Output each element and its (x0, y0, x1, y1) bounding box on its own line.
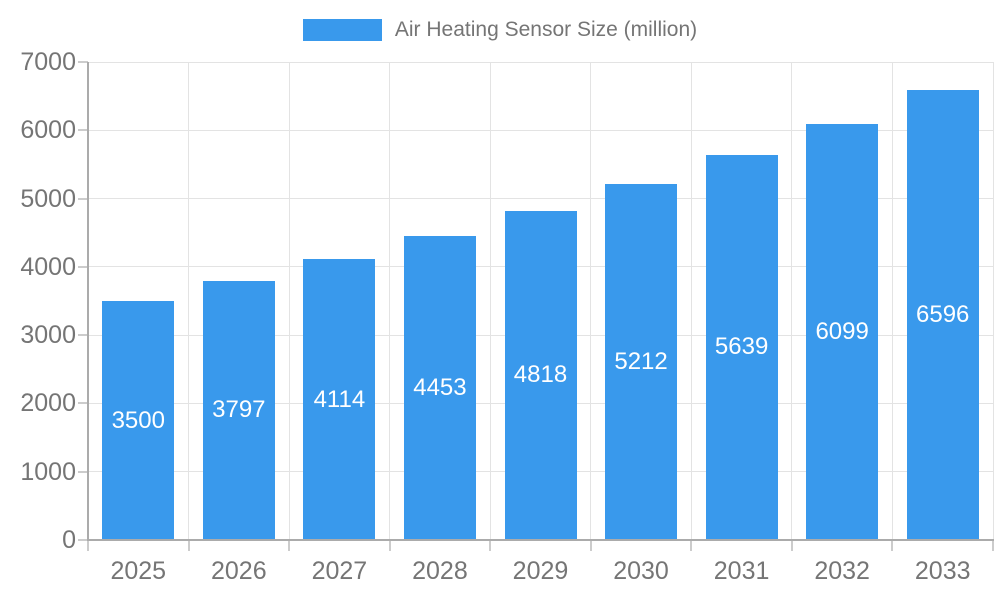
y-axis-tick (78, 129, 88, 132)
x-axis-label: 2029 (512, 557, 569, 585)
bar-value-label: 4114 (313, 385, 366, 413)
v-gridline (690, 62, 692, 540)
bar-value-label: 4453 (413, 373, 467, 401)
bar-value-label: 6596 (916, 300, 970, 328)
h-gridline (88, 129, 993, 131)
x-axis-tick (891, 540, 894, 551)
v-gridline (891, 62, 893, 540)
x-axis-label: 2025 (110, 557, 167, 585)
x-axis-tick (992, 540, 994, 551)
y-axis-tick (78, 334, 88, 337)
v-gridline (188, 62, 190, 540)
x-axis-tick (790, 540, 793, 551)
x-axis-label: 2027 (311, 557, 368, 585)
v-gridline (389, 62, 391, 540)
x-axis-label: 2033 (914, 557, 971, 585)
y-axis-tick (78, 265, 88, 268)
bar: 3797 (202, 280, 275, 540)
y-axis-label: 0 (62, 526, 76, 554)
bar: 6596 (906, 89, 979, 540)
x-axis-label: 2026 (211, 557, 267, 585)
bar-value-label: 3797 (212, 396, 266, 424)
x-axis-tick (589, 540, 592, 551)
h-gridline (88, 198, 993, 200)
x-axis-label: 2030 (613, 557, 669, 585)
legend-swatch (302, 19, 382, 41)
v-gridline (288, 62, 290, 540)
y-axis-label: 1000 (20, 457, 76, 486)
y-axis-label: 2000 (20, 389, 76, 418)
y-axis-tick (78, 61, 88, 63)
bar: 4818 (504, 210, 577, 540)
bar-value-label: 3500 (111, 406, 165, 434)
v-gridline (489, 62, 491, 540)
x-axis-label: 2028 (412, 557, 468, 585)
x-axis-label: 2032 (814, 557, 870, 585)
bar: 4453 (403, 235, 476, 540)
y-axis-tick (78, 539, 88, 541)
v-gridline (791, 62, 793, 540)
bar: 6099 (806, 123, 879, 540)
bar: 5212 (605, 184, 678, 540)
x-axis-line (87, 539, 994, 541)
bar-value-label: 6099 (815, 317, 869, 345)
x-axis-label: 2031 (713, 557, 770, 585)
bar: 5639 (705, 154, 778, 540)
y-axis-line (87, 62, 89, 540)
y-axis-label: 6000 (20, 116, 76, 145)
y-axis-label: 7000 (20, 48, 76, 76)
x-axis-tick (87, 540, 89, 551)
v-gridline (992, 62, 994, 540)
chart-legend[interactable]: Air Heating Sensor Size (million) (0, 17, 1000, 43)
x-axis-tick (388, 540, 391, 551)
y-axis-label: 5000 (20, 184, 76, 213)
x-axis-tick (288, 540, 291, 551)
y-axis-tick (78, 402, 88, 405)
bar-value-label: 4818 (513, 361, 568, 389)
x-axis-tick (690, 540, 693, 551)
y-axis-tick (78, 470, 88, 473)
v-gridline (590, 62, 592, 540)
bar: 4114 (303, 259, 376, 540)
bar-value-label: 5212 (614, 348, 668, 376)
y-axis-label: 4000 (20, 252, 76, 281)
bar-value-label: 5639 (714, 333, 769, 361)
h-gridline (88, 61, 993, 63)
legend-label: Air Heating Sensor Size (million) (394, 18, 698, 41)
x-axis-tick (187, 540, 190, 551)
bar: 3500 (102, 301, 175, 540)
x-axis-tick (489, 540, 492, 551)
y-axis-tick (78, 197, 88, 200)
y-axis-label: 3000 (20, 321, 76, 350)
